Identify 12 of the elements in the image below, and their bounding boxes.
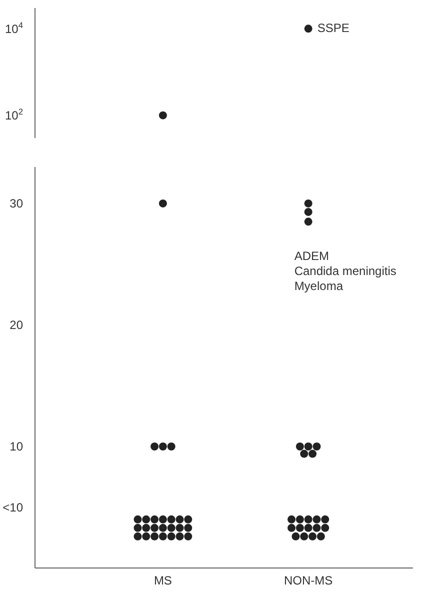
y-tick-label: 10$^{4}$: [4, 20, 24, 36]
annotation: Candida meningitis: [294, 264, 396, 279]
y-tick-label: 10$^{2}$: [4, 106, 24, 123]
y-tick-label: <10: [2, 500, 24, 514]
x-tick-label: NON-MS: [284, 574, 333, 588]
x-tick-label: MS: [154, 574, 172, 588]
annotation: Myeloma: [294, 279, 344, 294]
y-tick-label: 10: [10, 440, 24, 454]
annotation: SSPE: [317, 20, 350, 35]
annotation: ADEM: [294, 249, 330, 264]
y-tick-label: 20: [10, 318, 24, 332]
y-tick-label: 30: [10, 196, 24, 211]
